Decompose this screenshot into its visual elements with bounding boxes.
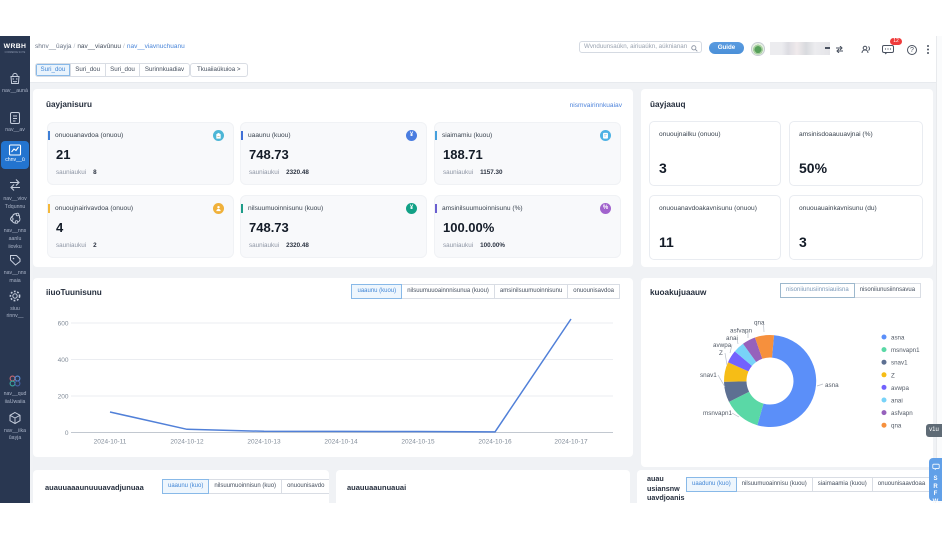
svg-text:msnvapn1: msnvapn1: [891, 347, 920, 354]
svg-text:anai: anai: [726, 335, 738, 342]
svg-text:600: 600: [58, 320, 69, 327]
svg-text:asna: asna: [825, 382, 839, 389]
svg-text:2024-10-11: 2024-10-11: [94, 439, 127, 446]
svg-text:0: 0: [65, 430, 69, 437]
svg-text:asfvapn: asfvapn: [891, 410, 913, 417]
svg-text:200: 200: [58, 393, 69, 400]
svg-text:anai: anai: [891, 398, 903, 405]
svg-text:2024-10-15: 2024-10-15: [401, 439, 435, 446]
svg-text:asna: asna: [891, 335, 905, 342]
svg-text:2024-10-13: 2024-10-13: [247, 439, 281, 446]
svg-text:snav1: snav1: [700, 372, 717, 379]
svg-text:400: 400: [58, 357, 69, 364]
svg-text:avwpa: avwpa: [891, 385, 909, 392]
svg-text:qna: qna: [891, 423, 902, 430]
svg-text:2024-10-14: 2024-10-14: [324, 439, 358, 446]
svg-text:Z: Z: [719, 350, 723, 357]
svg-text:avwpa: avwpa: [713, 342, 732, 349]
svg-text:snav1: snav1: [891, 360, 908, 367]
svg-text:2024-10-16: 2024-10-16: [478, 439, 512, 446]
svg-text:asfvapn: asfvapn: [730, 328, 753, 335]
svg-text:Z: Z: [891, 372, 895, 379]
svg-text:qna: qna: [754, 320, 765, 327]
svg-text:2024-10-17: 2024-10-17: [554, 439, 588, 446]
svg-text:msnvapn1: msnvapn1: [703, 410, 733, 417]
svg-text:2024-10-12: 2024-10-12: [170, 439, 204, 446]
